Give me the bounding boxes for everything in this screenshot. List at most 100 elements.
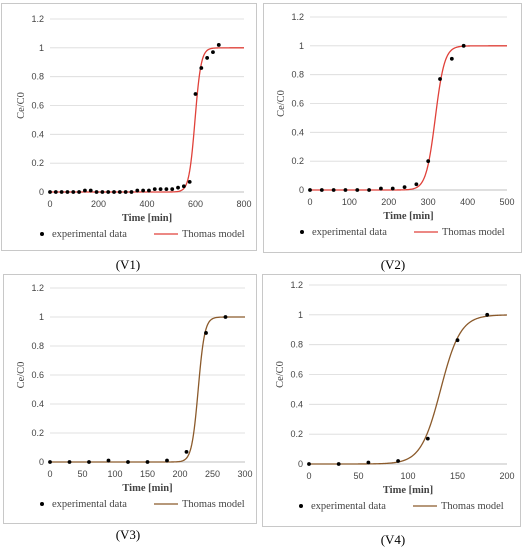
caption-v2: (V2) (380, 257, 406, 272)
x-tick-label: 150 (140, 469, 155, 479)
chart-panel-v1: 0 0.2 0.4 0.6 0.8 1 1.2 0 200 400 600 800 Time [min]… (1, 3, 257, 251)
y-tick-label: 1 (39, 312, 44, 322)
y-tick-label: 1.2 (31, 14, 44, 24)
y-tick-label: 0.4 (31, 129, 44, 139)
x-axis-title: Time [min] (383, 485, 433, 496)
experimental-data-point (152, 187, 157, 192)
x-tick-label: 0 (47, 199, 52, 209)
y-tick-label: 0.6 (31, 370, 44, 380)
experimental-data-point (343, 188, 348, 192)
experimental-data-point (129, 190, 134, 194)
experimental-data-point (141, 188, 146, 193)
y-tick-label: 0.2 (31, 428, 44, 438)
experimental-data-point (331, 188, 336, 192)
experimental-data-point (123, 190, 128, 194)
y-tick-label: 0 (39, 457, 44, 467)
y-tick-label: 0.8 (31, 341, 44, 351)
experimental-data-point (87, 460, 91, 464)
experimental-data-point (65, 190, 70, 194)
experimental-data-point (367, 188, 371, 192)
experimental-data-point (414, 182, 419, 187)
chart-panel-v2: 0 0.2 0.4 0.6 0.8 1 1.2 0 100 200 300 400 500 Time [m… (263, 3, 522, 253)
legend-label-experimental: experimental data (52, 229, 127, 240)
experimental-data-point (438, 77, 442, 81)
x-tick-label: 100 (342, 197, 357, 207)
legend-marker-experimental (300, 230, 304, 234)
caption-v1: (V1) (115, 257, 141, 272)
experimental-data-point (126, 460, 130, 464)
y-tick-label: 0.4 (31, 399, 44, 409)
experimental-data-point (204, 331, 208, 335)
experimental-data-point (193, 92, 198, 96)
experimental-data-point (170, 187, 175, 192)
x-axis-title: Time [min] (122, 483, 172, 494)
y-tick-label: 0.6 (290, 370, 303, 380)
experimental-data-point (187, 180, 192, 184)
x-tick-label: 300 (237, 469, 252, 479)
experimental-data-point (94, 190, 99, 194)
y-tick-label: 0 (299, 185, 304, 195)
experimental-data-point (48, 460, 52, 464)
experimental-data-point (77, 190, 81, 194)
experimental-data-point (48, 190, 52, 194)
legend-label-experimental: experimental data (311, 501, 386, 512)
chart-panel-v4: 0 0.2 0.4 0.6 0.8 1 1.2 0 50 100 150 200 Time [min] C… (262, 274, 521, 527)
x-tick-label: 0 (307, 197, 312, 207)
experimental-data-point (67, 460, 72, 464)
thomas-model-line (50, 316, 245, 463)
y-axis-title: Ce/C0 (16, 92, 27, 119)
experimental-data-point (117, 190, 122, 194)
experimental-data-point (158, 187, 163, 192)
thomas-model-line (50, 47, 244, 193)
legend-label-thomas: Thomas model (441, 501, 504, 512)
x-tick-label: 300 (421, 197, 436, 207)
y-tick-label: 1.2 (291, 12, 304, 22)
y-axis-title: Ce/C0 (16, 362, 27, 389)
experimental-data-point (425, 436, 430, 441)
caption-v3: (V3) (115, 527, 141, 542)
experimental-data-point (53, 190, 58, 194)
y-tick-label: 0.4 (291, 127, 304, 137)
experimental-data-point (199, 66, 204, 70)
chart-svg-v3: 0 0.2 0.4 0.6 0.8 1 1.2 0 50 100 150 200 250 300 Time … (16, 283, 253, 510)
x-tick-label: 100 (400, 471, 415, 481)
thomas-model-line (309, 314, 508, 465)
experimental-data-point (355, 188, 360, 192)
experimental-data-point (319, 188, 324, 192)
experimental-data-point (145, 460, 150, 464)
experimental-data-point (184, 449, 189, 454)
experimental-data-point (390, 186, 395, 191)
experimental-data-point (135, 188, 140, 193)
experimental-data-point (106, 190, 111, 194)
legend-label-thomas: Thomas model (182, 229, 245, 240)
experimental-data-point (147, 188, 151, 193)
experimental-data-point (336, 462, 341, 466)
experimental-data-point (59, 190, 64, 194)
experimental-data-point (402, 185, 407, 190)
experimental-data-point (426, 159, 431, 164)
y-tick-label: 0.8 (31, 72, 44, 82)
experimental-data-point (100, 190, 105, 194)
y-tick-label: 0.8 (291, 70, 304, 80)
experimental-data-point (308, 188, 312, 192)
x-axis-title: Time [min] (122, 213, 172, 224)
x-tick-label: 200 (172, 469, 187, 479)
legend-marker-experimental (40, 502, 44, 506)
experimental-data-point (485, 312, 490, 317)
experimental-data-point (165, 458, 169, 463)
x-tick-label: 0 (47, 469, 52, 479)
experimental-data-point (455, 338, 460, 343)
y-tick-label: 1 (299, 41, 304, 51)
x-tick-label: 500 (499, 197, 514, 207)
y-tick-label: 1 (298, 310, 303, 320)
chart-svg-v4: 0 0.2 0.4 0.6 0.8 1 1.2 0 50 100 150 200 Time [min] C… (275, 280, 515, 512)
experimental-data-point (449, 56, 454, 61)
y-tick-label: 1.2 (290, 280, 303, 290)
x-tick-label: 100 (107, 469, 122, 479)
x-axis-title: Time [min] (383, 211, 433, 222)
y-axis-title: Ce/C0 (275, 361, 286, 388)
experimental-data-point (71, 190, 76, 194)
experimental-data-point (307, 462, 311, 466)
caption-v4: (V4) (380, 532, 406, 547)
y-tick-label: 0.2 (31, 158, 44, 168)
